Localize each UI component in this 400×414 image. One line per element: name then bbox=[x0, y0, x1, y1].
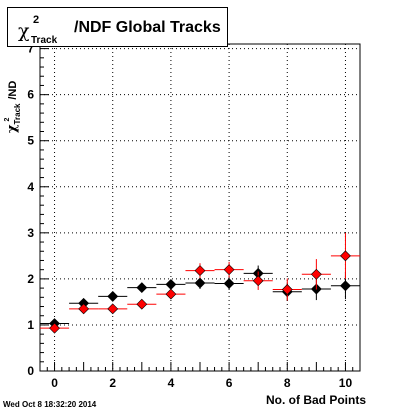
x-tick-label: 0 bbox=[51, 376, 58, 390]
x-tick-label: 8 bbox=[284, 376, 291, 390]
timestamp: Wed Oct 8 18:32:20 2014 bbox=[3, 400, 97, 409]
y-tick-label: 2 bbox=[27, 272, 34, 286]
data-point bbox=[165, 288, 177, 300]
y-axis-label: χTrack2/ND bbox=[4, 77, 23, 133]
x-tick-label: 4 bbox=[168, 376, 175, 390]
x-tick-label: 6 bbox=[226, 376, 233, 390]
x-tick-label: 2 bbox=[109, 376, 116, 390]
chart-title: /NDF Global Tracks bbox=[74, 19, 221, 36]
y-axis-label-sub: Track bbox=[13, 103, 22, 125]
chart-title-box: χ 2 Track /NDF Global Tracks bbox=[7, 7, 228, 47]
data-point bbox=[107, 290, 119, 302]
title-subscript: Track bbox=[31, 35, 58, 46]
data-point bbox=[223, 278, 235, 289]
data-point bbox=[165, 278, 177, 290]
data-point bbox=[136, 282, 148, 294]
y-tick-label: 7 bbox=[27, 42, 34, 56]
data-point bbox=[310, 268, 322, 280]
data-point bbox=[78, 303, 90, 315]
data-point bbox=[49, 322, 60, 334]
x-tick-label: 10 bbox=[339, 376, 353, 390]
y-tick-label: 6 bbox=[27, 88, 34, 102]
data-point bbox=[136, 298, 148, 310]
data-point bbox=[340, 250, 351, 262]
plot-frame bbox=[39, 43, 361, 372]
y-tick-label: 4 bbox=[27, 180, 34, 194]
y-tick-label: 3 bbox=[27, 226, 34, 240]
y-axis-label-chi: χ bbox=[5, 124, 20, 133]
y-tick-label: 1 bbox=[27, 318, 34, 332]
data-point bbox=[107, 303, 119, 315]
data-point bbox=[252, 275, 264, 287]
x-axis-label: No. of Bad Points bbox=[266, 393, 366, 407]
data-point bbox=[194, 277, 206, 289]
y-tick-label: 0 bbox=[27, 364, 34, 378]
y-tick-label: 5 bbox=[27, 134, 34, 148]
data-point bbox=[340, 280, 351, 292]
data-point bbox=[281, 284, 293, 295]
title-chi-symbol: χ bbox=[18, 20, 30, 42]
y-axis-label-rest: /ND bbox=[7, 80, 19, 100]
y-axis-label-sup: 2 bbox=[4, 117, 11, 122]
data-point bbox=[223, 264, 235, 276]
title-superscript: 2 bbox=[33, 14, 40, 26]
data-point bbox=[194, 265, 206, 277]
